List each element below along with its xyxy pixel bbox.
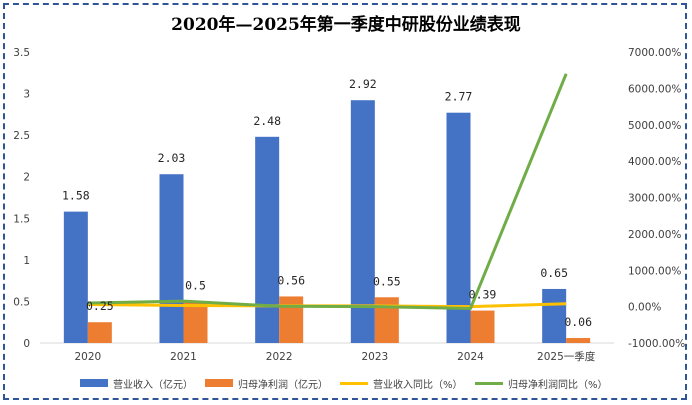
legend-item-net-profit: 归母净利润（亿元） bbox=[205, 374, 328, 392]
x-tick-label: 2024 bbox=[457, 351, 484, 363]
bar-net-profit bbox=[566, 338, 591, 343]
x-tick-label: 2025一季度 bbox=[537, 350, 596, 363]
bar-revenue bbox=[542, 288, 567, 343]
y-right-tick-label: 3000.00% bbox=[628, 193, 681, 205]
x-tick-label: 2023 bbox=[361, 351, 388, 363]
y-right-tick-label: -1000.00% bbox=[628, 338, 685, 350]
bar-net-profit bbox=[470, 310, 495, 343]
bar-revenue bbox=[159, 174, 184, 343]
data-label-revenue: 1.58 bbox=[62, 189, 90, 203]
chart-legend: 营业收入（亿元） 归母净利润（亿元） 营业收入同比（%） 归母净利润同比（%） bbox=[0, 374, 692, 392]
data-label-revenue: 2.92 bbox=[349, 77, 377, 91]
x-tick-label: 2022 bbox=[266, 351, 293, 363]
y-left-tick-label: 2.5 bbox=[13, 130, 30, 142]
bar-revenue bbox=[63, 211, 88, 343]
bar-revenue bbox=[350, 100, 375, 343]
y-right-tick-label: 4000.00% bbox=[628, 156, 681, 168]
data-label-net-profit: 0.06 bbox=[564, 315, 592, 329]
data-label-net-profit: 0.56 bbox=[277, 273, 305, 287]
data-label-net-profit: 0.5 bbox=[185, 278, 206, 292]
legend-item-revenue: 营业收入（亿元） bbox=[80, 374, 193, 392]
y-left-tick-label: 0.5 bbox=[13, 296, 30, 308]
y-left-tick-label: 3 bbox=[23, 89, 30, 101]
chart-frame bbox=[3, 3, 687, 400]
data-label-net-profit: 0.39 bbox=[469, 288, 497, 302]
y-left-tick-label: 1 bbox=[23, 255, 30, 267]
legend-label-net-profit: 归母净利润（亿元） bbox=[238, 379, 328, 391]
x-tick-label: 2021 bbox=[170, 351, 197, 363]
x-tick-label: 2020 bbox=[74, 351, 101, 363]
bar-net-profit bbox=[183, 301, 208, 343]
legend-swatch-net-profit-yoy bbox=[475, 381, 503, 385]
legend-swatch-revenue-yoy bbox=[340, 381, 368, 385]
bar-net-profit bbox=[279, 296, 304, 343]
data-label-revenue: 2.03 bbox=[158, 151, 186, 165]
y-right-tick-label: 6000.00% bbox=[628, 83, 681, 95]
data-label-revenue: 2.48 bbox=[253, 114, 281, 128]
line-net-profit-yoy bbox=[87, 73, 568, 310]
legend-label-revenue-yoy: 营业收入同比（%） bbox=[373, 379, 463, 391]
bar-net-profit bbox=[87, 322, 112, 343]
y-left-tick-label: 1.5 bbox=[13, 213, 30, 225]
data-label-net-profit: 0.25 bbox=[86, 299, 114, 313]
bar-revenue bbox=[255, 136, 280, 343]
data-label-revenue: 2.77 bbox=[445, 90, 473, 104]
bar-revenue bbox=[446, 112, 471, 344]
y-right-tick-label: 2000.00% bbox=[628, 229, 681, 241]
y-left-tick-label: 3.5 bbox=[13, 47, 30, 59]
legend-label-net-profit-yoy: 归母净利润同比（%） bbox=[508, 379, 608, 391]
y-right-tick-label: 7000.00% bbox=[628, 47, 681, 59]
y-right-tick-label: 5000.00% bbox=[628, 120, 681, 132]
y-right-tick-label: 0.00% bbox=[628, 302, 661, 314]
y-right-tick-label: 1000.00% bbox=[628, 265, 681, 277]
data-label-net-profit: 0.55 bbox=[373, 274, 401, 288]
y-left-tick-label: 0 bbox=[23, 338, 30, 350]
y-left-tick-label: 2 bbox=[23, 172, 30, 184]
bar-net-profit bbox=[374, 297, 399, 343]
legend-item-revenue-yoy: 营业收入同比（%） bbox=[340, 374, 463, 392]
legend-swatch-net-profit bbox=[205, 379, 233, 387]
legend-label-revenue: 营业收入（亿元） bbox=[113, 379, 193, 391]
legend-swatch-revenue bbox=[80, 379, 108, 387]
chart-title: 2020年—2025年第一季度中研股份业绩表现 bbox=[171, 15, 521, 35]
legend-item-net-profit-yoy: 归母净利润同比（%） bbox=[475, 374, 608, 392]
data-label-revenue: 0.65 bbox=[540, 266, 568, 280]
